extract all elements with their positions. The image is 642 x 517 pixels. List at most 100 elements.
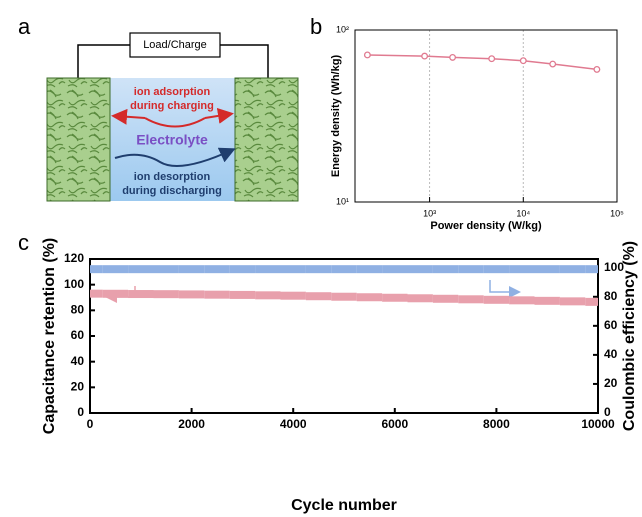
data-point: [331, 292, 357, 301]
data-point: [356, 293, 383, 302]
y-tick-label: 100: [64, 277, 84, 291]
x-tick-label: 10⁵: [610, 208, 624, 218]
x-tick-label: 10⁴: [516, 208, 530, 218]
data-point: [102, 289, 129, 298]
data-point: [519, 57, 527, 65]
y2-tick-label: 40: [604, 347, 618, 361]
arrow: [144, 117, 206, 128]
y-axis-label: Energy density (Wh/kg): [330, 55, 342, 178]
data-point: [449, 53, 457, 61]
data-point: [280, 291, 306, 300]
data-point: [382, 265, 408, 274]
data-point: [407, 294, 433, 303]
data-point: [432, 294, 459, 303]
arrow: [111, 108, 146, 125]
y-tick-label: 120: [64, 251, 84, 265]
y2-axis-label: Coulombic efficiency (%): [621, 241, 638, 431]
adsorption-label: during charging: [130, 100, 214, 112]
data-point: [178, 290, 205, 299]
data-point: [509, 296, 535, 305]
data-point: [432, 265, 459, 274]
panel-label: c: [18, 230, 29, 255]
arrow: [114, 147, 236, 167]
y2-tick-label: 20: [604, 376, 618, 390]
desorption-label: ion desorption: [134, 171, 211, 183]
y-tick-label: 40: [71, 354, 85, 368]
panel-label: a: [18, 14, 31, 39]
x-axis-label: Cycle number: [291, 497, 397, 514]
x-tick-label: 2000: [178, 417, 205, 431]
y2-tick-label: 0: [604, 405, 611, 419]
data-point: [363, 51, 371, 59]
adsorption-label: ion adsorption: [134, 86, 211, 98]
data-point: [488, 55, 496, 63]
x-tick-label: 10000: [581, 417, 615, 431]
electrolyte-label: Electrolyte: [136, 132, 208, 148]
data-point: [229, 290, 256, 299]
data-point: [509, 265, 535, 274]
data-point: [458, 295, 484, 304]
y-tick-label: 10¹: [336, 196, 349, 206]
data-point: [128, 290, 154, 299]
data-point: [153, 265, 179, 274]
plot-frame: [354, 29, 618, 203]
data-point: [153, 290, 179, 299]
plot-frame: [89, 258, 599, 414]
data-point: [483, 265, 510, 274]
y-tick-label: 20: [71, 380, 85, 394]
y-tick-label: 0: [77, 405, 84, 419]
data-point: [305, 265, 332, 274]
legend-arrow: [489, 280, 521, 298]
data-point: [421, 52, 429, 60]
panel-label: b: [310, 14, 322, 39]
data-point: [90, 289, 103, 298]
data-point: [534, 265, 560, 274]
wire: [77, 44, 269, 78]
electrode: [234, 77, 299, 202]
data-point: [305, 292, 332, 301]
data-point: [229, 265, 256, 274]
y-tick-label: 80: [71, 303, 85, 317]
data-point: [178, 265, 205, 274]
y2-tick-label: 100: [604, 260, 624, 274]
data-point: [549, 60, 557, 68]
data-point: [90, 265, 103, 274]
series-line: [367, 54, 597, 71]
data-point: [255, 265, 281, 274]
y2-tick-label: 60: [604, 318, 618, 332]
data-point: [204, 290, 230, 299]
load-label: Load/Charge: [143, 39, 207, 51]
electrolyte: [110, 78, 235, 201]
y-tick-label: 10²: [336, 24, 349, 34]
desorption-label: during discharging: [122, 185, 222, 197]
diagram: Load/Charge ion adsorption during chargi…: [46, 32, 299, 202]
data-point: [280, 265, 306, 274]
y2-tick-label: 80: [604, 289, 618, 303]
data-point: [356, 265, 383, 274]
electrode: [46, 77, 111, 202]
data-point: [102, 265, 129, 274]
data-point: [382, 293, 408, 302]
load-box: [129, 32, 221, 58]
x-tick-label: 4000: [280, 417, 307, 431]
x-tick-label: 8000: [483, 417, 510, 431]
x-tick-label: 0: [87, 417, 94, 431]
data-point: [204, 265, 230, 274]
x-tick-label: 6000: [381, 417, 408, 431]
data-point: [255, 291, 281, 300]
data-point: [534, 296, 560, 305]
data-point: [585, 297, 598, 306]
arrow: [204, 107, 234, 124]
data-point: [458, 265, 484, 274]
y-axis-label: Capacitance retention (%): [41, 238, 58, 434]
y-tick-label: 60: [71, 328, 85, 342]
x-axis-label: Power density (W/kg): [430, 220, 542, 232]
data-point: [128, 265, 154, 274]
data-point: [407, 265, 433, 274]
data-point: [559, 297, 586, 306]
data-point: [585, 265, 598, 274]
x-tick-label: 10³: [423, 208, 436, 218]
data-point: [593, 65, 601, 73]
data-point: [483, 295, 510, 304]
